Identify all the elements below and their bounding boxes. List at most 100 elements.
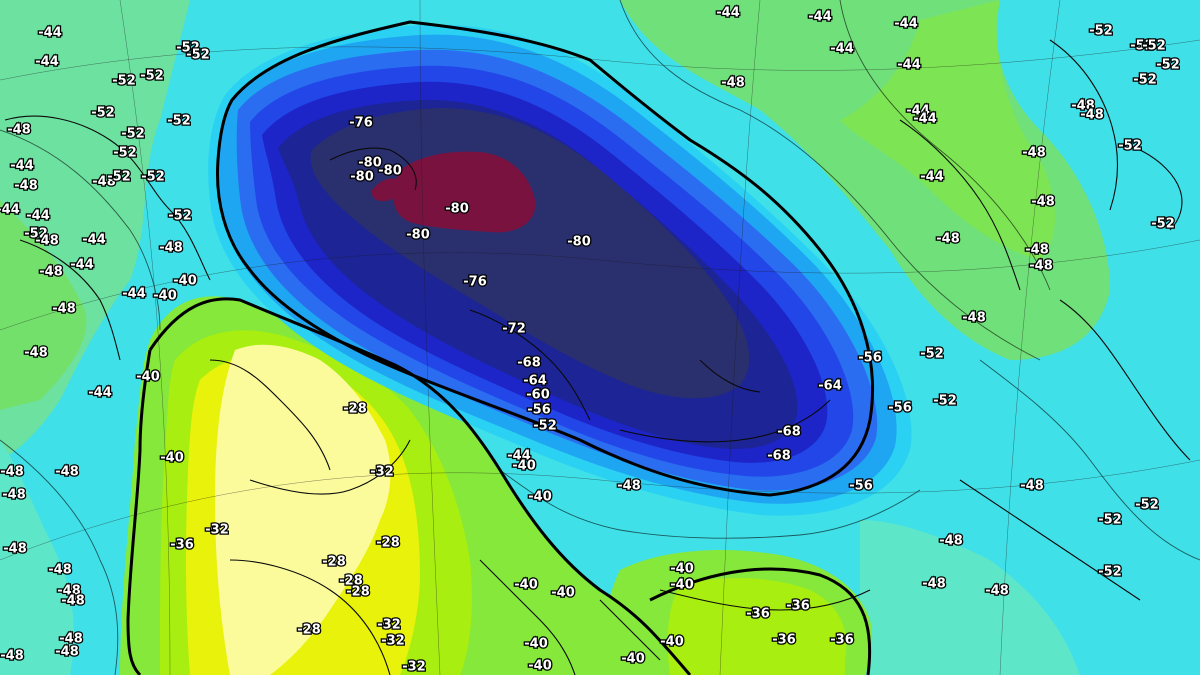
temp-label: -40 [621,652,645,667]
temp-label: -36 [746,607,770,622]
temp-label: -64 [818,379,842,394]
temp-label: -48 [936,232,960,247]
temp-label: -52 [1133,73,1157,88]
temperature-labels: -44 -44 -52 -52 -52 -52 -48 -52 -52 -52 … [0,4,1181,675]
temp-label: -40 [670,578,694,593]
temp-label: -44 [10,159,34,174]
temp-label: -52 [1118,139,1142,154]
temp-label: -44 [70,258,94,273]
temp-label: -44 [897,58,921,73]
temp-label: -52 [141,170,165,185]
temp-label: -52 [1130,39,1154,54]
temp-label: -40 [670,562,694,577]
temp-label: -44 [35,55,59,70]
temp-label: -76 [463,275,487,290]
temp-label: -80 [350,170,374,185]
temp-label: -36 [786,599,810,614]
temp-label: -48 [24,346,48,361]
temp-label: -48 [55,465,79,480]
field-minus44 [0,0,1110,675]
temp-label: -32 [370,465,394,480]
temp-label: -40 [551,586,575,601]
temp-label: -48 [48,563,72,578]
temp-label: -32 [381,634,405,649]
temp-label: -48 [1080,108,1104,123]
temp-label: -28 [343,402,367,417]
temp-label: -48 [55,645,79,660]
temp-label: -48 [35,234,59,249]
temp-label: -44 [88,386,112,401]
temp-label: -48 [0,465,24,480]
coastlines [4,39,1191,675]
temp-label: -52 [140,69,164,84]
temp-label: -44 [716,6,740,21]
temp-label: -80 [358,156,382,171]
temp-label: -40 [153,289,177,304]
temp-label: -48 [61,594,85,609]
temp-label: -40 [160,451,184,466]
temp-label: -48 [7,123,31,138]
temp-label: -48 [939,534,963,549]
temp-label: -36 [170,538,194,553]
temp-label: -52 [1089,24,1113,39]
temp-label: -48 [92,175,116,190]
temp-label: -52 [112,74,136,89]
temp-label: -48 [1031,195,1055,210]
temp-label: -32 [402,660,426,675]
temp-label: -48 [39,265,63,280]
temp-label: -44 [808,10,832,25]
temp-label: -44 [906,104,930,119]
field-vortex [208,24,912,516]
temp-label: -68 [517,356,541,371]
temp-label: -48 [2,488,26,503]
temp-label: -48 [985,584,1009,599]
temp-label: -44 [920,170,944,185]
temp-label: -80 [406,228,430,243]
temp-label: -40 [528,490,552,505]
temp-label: -52 [91,106,115,121]
temp-label: -48 [57,584,81,599]
temp-label: -44 [507,449,531,464]
temp-label: -52 [176,41,200,56]
temp-label: -76 [349,116,373,131]
temp-label: -48 [0,649,24,664]
temp-label: -28 [339,574,363,589]
temp-label: -48 [3,542,27,557]
temp-label: -36 [830,633,854,648]
temp-label: -48 [1020,479,1044,494]
temp-label: -48 [52,302,76,317]
temp-label: -44 [38,26,62,41]
temp-label: -52 [1135,498,1159,513]
temp-label: -52 [1098,513,1122,528]
temp-label: -44 [82,233,106,248]
temp-label: -48 [922,577,946,592]
temp-label: -44 [122,287,146,302]
temp-label: -48 [1022,146,1046,161]
temp-label: -40 [136,370,160,385]
temp-label: -48 [962,311,986,326]
temp-label: -48 [14,179,38,194]
temp-label: -48 [59,632,83,647]
temp-label: -52 [1151,217,1175,232]
temp-label: -40 [524,637,548,652]
temp-label: -52 [1098,565,1122,580]
temp-label: -64 [523,374,547,389]
temp-label: -52 [121,127,145,142]
temp-label: -28 [346,585,370,600]
temp-label: -48 [1029,259,1053,274]
temp-label: -36 [772,633,796,648]
temp-label: -56 [888,401,912,416]
temp-label: -80 [567,235,591,250]
temp-label: -40 [512,459,536,474]
temp-label: -52 [186,48,210,63]
temp-label: -44 [26,209,50,224]
temp-label: -52 [113,146,137,161]
temp-label: -52 [107,170,131,185]
temp-label: -48 [1025,243,1049,258]
temp-label: -68 [777,425,801,440]
temp-label: -52 [1142,39,1166,54]
